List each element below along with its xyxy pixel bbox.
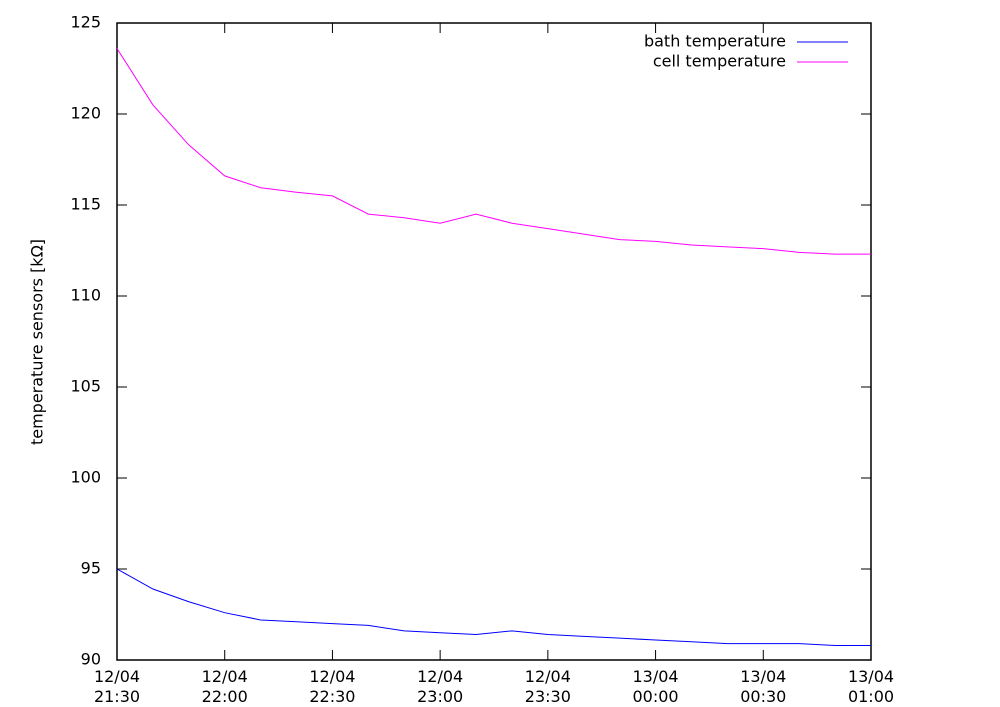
x-tick-label: 12/04 22:00: [201, 667, 248, 706]
y-tick-label: 120: [70, 104, 101, 123]
y-tick-label: 125: [70, 13, 101, 32]
y-tick-label: 95: [81, 559, 101, 578]
x-tick-label: 12/04 23:30: [524, 667, 571, 706]
y-tick-label: 115: [70, 195, 101, 214]
data-line: [116, 48, 871, 255]
x-tick-label: 13/04 01:00: [847, 667, 895, 706]
x-tick-label: 12/04 21:30: [93, 667, 141, 706]
x-tick-label: 13/04 00:30: [740, 667, 787, 706]
y-axis-label: temperature sensors [kΩ]: [28, 239, 47, 445]
x-tick-label: 13/04 00:00: [632, 667, 679, 706]
y-tick-label: 105: [70, 377, 101, 396]
x-tick-label: 12/04 22:30: [309, 667, 356, 706]
y-tick-label: 110: [70, 286, 101, 305]
legend-label: bath temperature: [644, 32, 786, 51]
data-line: [116, 568, 871, 646]
plot-frame: [116, 22, 872, 661]
x-tick-label: 12/04 23:00: [417, 667, 464, 706]
legend-label: cell temperature: [653, 52, 786, 71]
y-tick-label: 100: [70, 468, 101, 487]
y-tick-label: 90: [81, 650, 101, 669]
